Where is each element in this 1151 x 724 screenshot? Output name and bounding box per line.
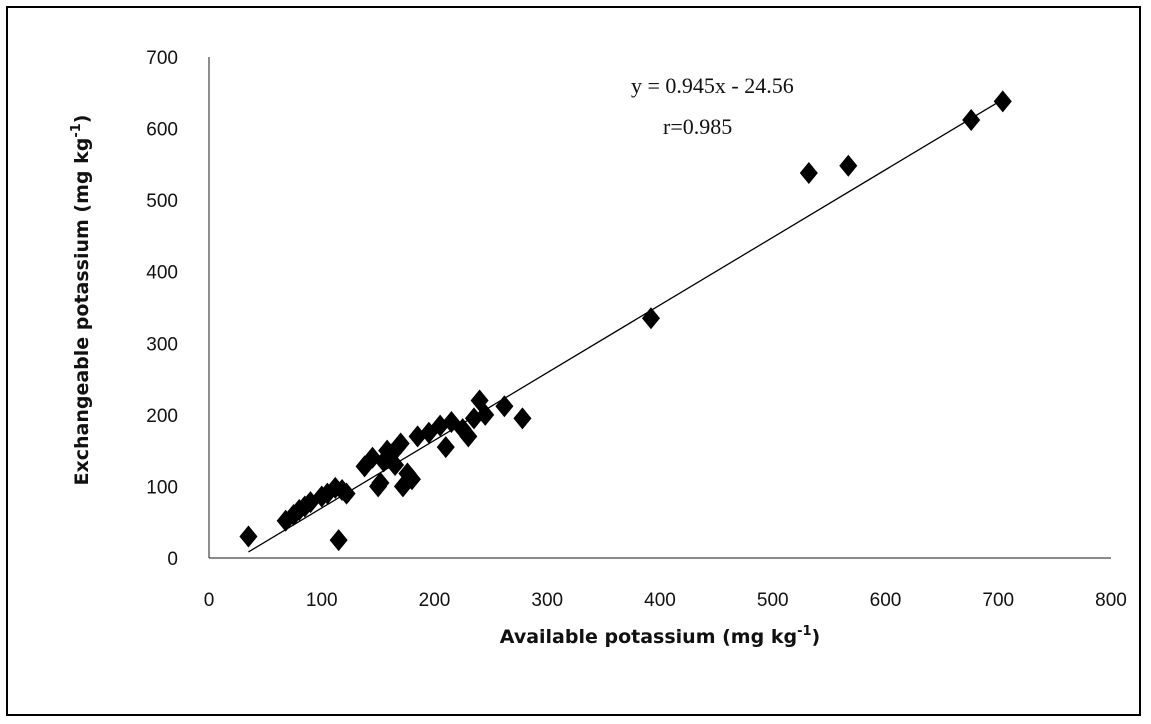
data-point: [329, 529, 348, 552]
y-axis: 0 100 200 300 400 500 600 700: [146, 48, 210, 570]
correlation-coefficient: r=0.985: [663, 114, 732, 139]
data-point: [513, 407, 532, 430]
data-point: [371, 471, 390, 494]
y-tick-label: 400: [146, 263, 178, 284]
x-tick-label: 200: [419, 590, 451, 611]
x-tick-label: 700: [982, 590, 1014, 611]
x-axis-title: Available potassium (mg kg-1): [500, 624, 820, 648]
y-tick-label: 200: [146, 406, 178, 427]
data-point: [459, 425, 478, 448]
data-point: [284, 504, 303, 527]
x-tick-label: 0: [204, 590, 215, 611]
x-axis-title-sup: -1: [797, 624, 811, 639]
y-tick-label: 700: [146, 48, 178, 69]
x-tick-label: 500: [757, 590, 789, 611]
data-point: [495, 395, 514, 418]
data-point: [453, 418, 472, 441]
x-axis: 0 100 200 300 400 500 600 700 800: [204, 557, 1127, 611]
y-tick-label: 600: [146, 120, 178, 141]
x-tick-label: 400: [644, 590, 676, 611]
data-point: [641, 307, 660, 330]
x-tick-label: 800: [1095, 590, 1127, 611]
data-point: [839, 154, 858, 177]
y-axis-title-end: ): [71, 115, 93, 124]
y-tick-label: 100: [146, 477, 178, 498]
regression-equation: y = 0.945x - 24.56: [631, 73, 794, 98]
data-point: [337, 482, 356, 505]
data-point: [799, 161, 818, 184]
figure-frame: [6, 6, 1141, 716]
data-point: [398, 462, 417, 485]
data-point: [239, 525, 258, 548]
data-point: [436, 436, 455, 459]
x-tick-label: 600: [870, 590, 902, 611]
data-point: [391, 432, 410, 455]
trendline: [248, 101, 999, 553]
data-point: [993, 90, 1012, 113]
y-axis-title-sup: -1: [69, 123, 84, 137]
data-point: [386, 453, 405, 476]
trendline-group: [248, 101, 999, 553]
y-tick-label: 300: [146, 334, 178, 355]
y-tick-label: 0: [167, 549, 178, 570]
data-point: [476, 403, 495, 426]
x-tick-label: 300: [531, 590, 563, 611]
data-point: [962, 108, 981, 131]
x-axis-title-end: ): [812, 626, 821, 648]
y-axis-title: Exchangeable potassium (mg kg-1): [69, 115, 93, 486]
x-tick-label: 100: [306, 590, 338, 611]
data-points: [239, 90, 1012, 552]
data-point: [402, 468, 421, 491]
y-tick-label: 500: [146, 191, 178, 212]
x-axis-title-main: Available potassium (mg kg: [500, 626, 797, 648]
y-axis-title-main: Exchangeable potassium (mg kg: [71, 138, 93, 486]
